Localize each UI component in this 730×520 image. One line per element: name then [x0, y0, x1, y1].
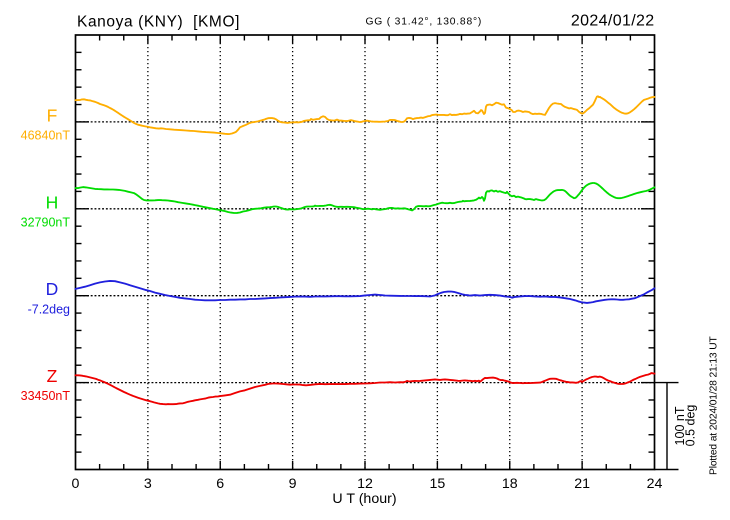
svg-text:9: 9 — [289, 476, 297, 492]
svg-text:12: 12 — [357, 476, 373, 492]
svg-text:Plotted at 2024/01/28 21:13 UT: Plotted at 2024/01/28 21:13 UT — [709, 336, 720, 475]
svg-text:15: 15 — [429, 476, 445, 492]
svg-text:21: 21 — [574, 476, 590, 492]
svg-text:GG ( 31.42°, 130.88°): GG ( 31.42°, 130.88°) — [366, 17, 483, 28]
svg-text:D: D — [46, 279, 59, 299]
svg-text:18: 18 — [502, 476, 518, 492]
svg-text:2024/01/22: 2024/01/22 — [571, 13, 655, 30]
svg-text:32790nT: 32790nT — [21, 215, 71, 229]
svg-text:3: 3 — [144, 476, 152, 492]
svg-text:0.5 deg: 0.5 deg — [684, 405, 698, 447]
svg-text:0: 0 — [72, 476, 80, 492]
svg-text:H: H — [46, 192, 59, 212]
svg-text:Kanoya (KNY) [KMO]: Kanoya (KNY) [KMO] — [77, 14, 240, 31]
svg-text:F: F — [47, 105, 58, 125]
svg-text:-7.2deg: -7.2deg — [28, 302, 70, 316]
svg-text:6: 6 — [216, 476, 224, 492]
svg-text:24: 24 — [647, 476, 663, 492]
svg-text:46840nT: 46840nT — [21, 129, 71, 143]
svg-text:U T (hour): U T (hour) — [332, 491, 396, 507]
svg-text:100 nT: 100 nT — [673, 406, 687, 445]
svg-text:Z: Z — [47, 366, 58, 386]
svg-text:33450nT: 33450nT — [21, 389, 71, 403]
